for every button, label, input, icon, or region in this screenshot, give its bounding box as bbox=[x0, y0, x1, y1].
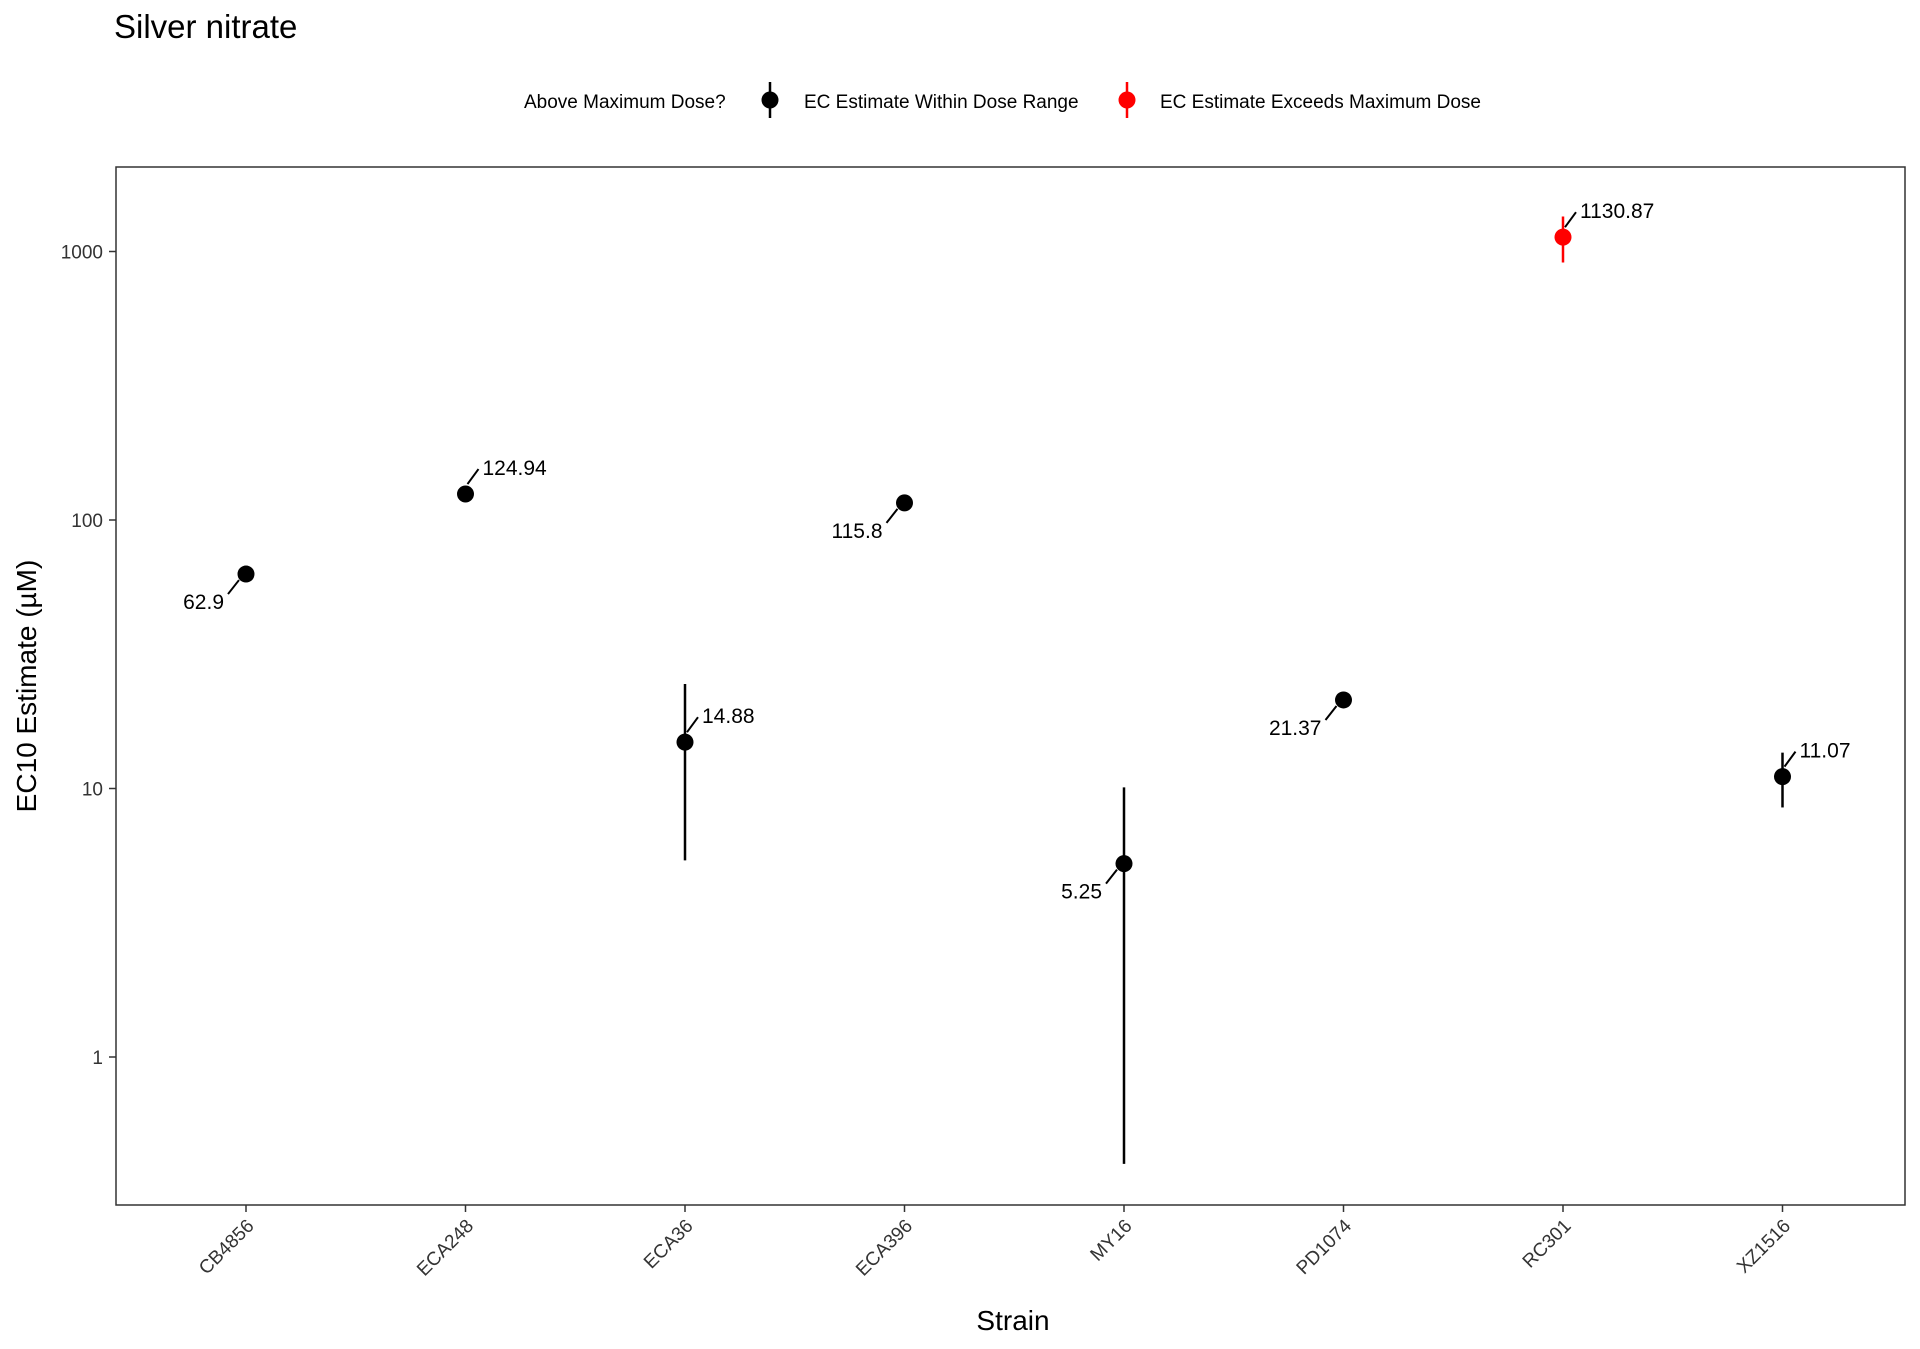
data-point bbox=[1774, 768, 1791, 786]
data-point bbox=[896, 494, 913, 512]
data-point bbox=[457, 485, 474, 503]
x-axis-title: Strain bbox=[976, 1305, 1049, 1336]
chart-title: Silver nitrate bbox=[114, 8, 297, 45]
data-label: 14.88 bbox=[702, 705, 755, 728]
data-label: 62.9 bbox=[183, 591, 224, 614]
data-label: 5.25 bbox=[1061, 881, 1102, 904]
label-leader-line bbox=[1324, 705, 1338, 721]
data-marks: 62.9 124.94 14.88 115.8 5.25 21.37 1130.87 11.0… bbox=[183, 200, 1851, 1164]
label-leader-line bbox=[1564, 211, 1577, 228]
label-leader-line bbox=[466, 468, 480, 485]
y-tick-label: 1 bbox=[92, 1048, 103, 1069]
y-tick-label: 1000 bbox=[61, 243, 103, 264]
x-tick-label: ECA396 bbox=[852, 1216, 917, 1281]
data-point bbox=[676, 733, 694, 751]
x-tick-label: PD1074 bbox=[1293, 1215, 1357, 1279]
legend-exceeds-label: EC Estimate Exceeds Maximum Dose bbox=[1160, 92, 1481, 113]
x-tick-label: ECA36 bbox=[640, 1216, 697, 1273]
data-point bbox=[237, 565, 255, 583]
x-axis: CB4856 ECA248 ECA36 ECA396 MY16 PD1074 RC301 XZ… bbox=[195, 1205, 1795, 1281]
label-leader-line bbox=[686, 716, 699, 733]
data-point bbox=[1335, 691, 1352, 709]
data-label: 115.8 bbox=[832, 520, 883, 543]
x-tick-label: MY16 bbox=[1087, 1216, 1137, 1266]
legend-within-label: EC Estimate Within Dose Range bbox=[804, 92, 1079, 113]
y-axis: 1 10 100 1000 bbox=[61, 243, 116, 1069]
x-tick-label: RC301 bbox=[1519, 1216, 1576, 1273]
legend: Above Maximum Dose? EC Estimate Within D… bbox=[524, 82, 1481, 118]
y-tick-label: 10 bbox=[82, 780, 103, 801]
data-label: 124.94 bbox=[483, 457, 548, 480]
data-label: 1130.87 bbox=[1580, 200, 1654, 223]
plot-panel bbox=[115, 166, 1906, 1206]
x-tick-label: ECA248 bbox=[413, 1216, 478, 1281]
legend-within-marker bbox=[761, 91, 779, 109]
label-leader-line bbox=[227, 579, 240, 595]
data-point bbox=[1554, 228, 1572, 246]
label-leader-line bbox=[885, 508, 899, 524]
label-leader-line bbox=[1783, 751, 1797, 768]
legend-title: Above Maximum Dose? bbox=[524, 92, 726, 113]
x-tick-label: XZ1516 bbox=[1733, 1216, 1795, 1278]
y-tick-label: 100 bbox=[71, 511, 103, 532]
data-label: 11.07 bbox=[1800, 740, 1851, 763]
data-point bbox=[1115, 855, 1133, 873]
y-axis-title: EC10 Estimate (µM) bbox=[11, 560, 42, 813]
legend-exceeds-marker bbox=[1118, 91, 1136, 109]
x-tick-label: CB4856 bbox=[195, 1216, 258, 1279]
label-leader-line bbox=[1105, 869, 1118, 885]
data-label: 21.37 bbox=[1269, 717, 1322, 740]
